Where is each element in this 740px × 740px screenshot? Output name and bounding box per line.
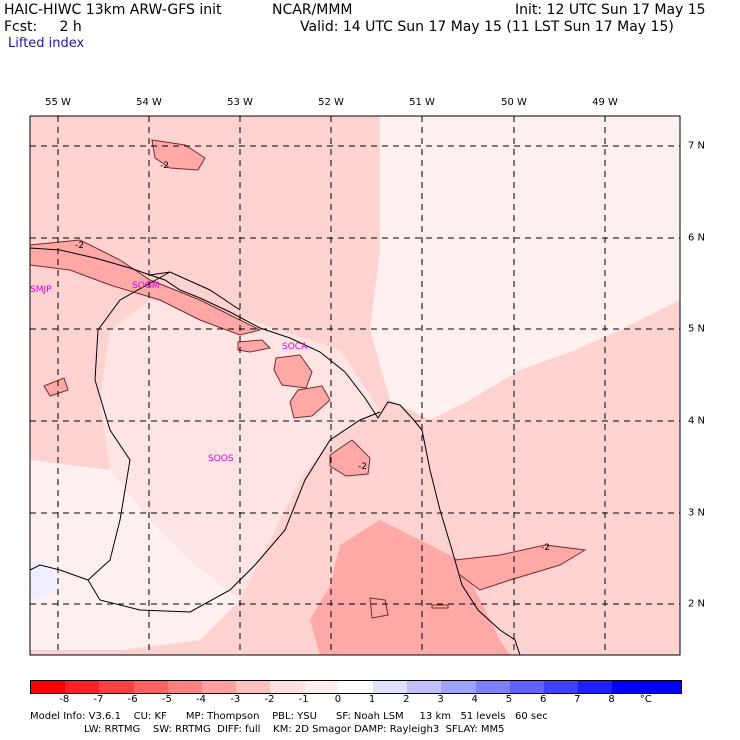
colorbar-swatch xyxy=(270,681,305,693)
colorbar-swatch xyxy=(236,681,271,693)
colorbar-label: 7 xyxy=(574,694,581,705)
lat-label: 3 N xyxy=(688,507,706,519)
colorbar-label: 1 xyxy=(368,694,376,705)
model-title: HAIC-HIWC 13km ARW-GFS init xyxy=(4,2,222,18)
lon-label: 54 W xyxy=(136,97,162,108)
field-pale-southwest xyxy=(30,460,240,650)
colorbar-label: 2 xyxy=(403,694,410,705)
lon-label: 52 W xyxy=(318,97,344,108)
colorbar-swatch xyxy=(544,681,579,693)
colorbar-label: -1 xyxy=(298,694,309,705)
field-pale-east xyxy=(370,116,680,420)
colorbar-label: 6 xyxy=(539,694,547,705)
contour-lines xyxy=(29,139,587,619)
grid-lines xyxy=(30,116,680,655)
lat-label: 2 N xyxy=(688,598,706,610)
colorbar-label: 0 xyxy=(334,694,342,705)
colorbar-label: 8 xyxy=(608,694,615,705)
colorbar-label: -6 xyxy=(127,694,138,705)
colorbar-swatch xyxy=(441,681,476,693)
colorbar-swatch xyxy=(202,681,237,693)
station-label: SOGM xyxy=(132,281,160,291)
colorbar-swatch xyxy=(509,681,545,693)
coastline xyxy=(29,247,521,656)
colorbar-swatch xyxy=(99,681,134,693)
field-positive-patch xyxy=(30,560,60,600)
contour-label: -2 xyxy=(160,161,169,171)
station-label: SMJP xyxy=(30,285,52,295)
contour-label: -2 xyxy=(541,543,550,553)
station-label: SOCA xyxy=(282,342,308,352)
colorbar xyxy=(30,680,682,694)
map-frame xyxy=(29,115,681,656)
colorbar-swatch xyxy=(167,681,203,693)
lon-label: 53 W xyxy=(227,97,253,108)
colorbar-label: -4 xyxy=(196,694,207,705)
colorbar-label: 3 xyxy=(437,694,444,705)
field-minus2-patch xyxy=(330,440,370,476)
lat-label: 7 N xyxy=(688,140,706,152)
lon-label: 55 W xyxy=(45,97,71,108)
colorbar-label: -7 xyxy=(93,694,104,705)
contour-label: -2 xyxy=(358,462,367,472)
model-info-line1: Model Info: V3.6.1 CU: KF MP: Thompson P… xyxy=(30,711,548,722)
lat-label: 6 N xyxy=(688,232,706,244)
init-time: Init: 12 UTC Sun 17 May 15 xyxy=(515,2,706,18)
colorbar-swatch xyxy=(373,681,408,693)
field-name: Lifted index xyxy=(8,36,85,51)
lon-label: 49 W xyxy=(592,97,618,108)
colorbar-swatch xyxy=(646,681,681,693)
colorbar-swatch xyxy=(407,681,442,693)
colorbar-label: °C xyxy=(639,694,652,705)
colorbar-swatch xyxy=(31,681,66,693)
valid-time: Valid: 14 UTC Sun 17 May 15 (11 LST Sun … xyxy=(300,19,674,35)
colorbar-label: -5 xyxy=(161,694,172,705)
colorbar-swatch xyxy=(338,681,374,693)
colorbar-label: 5 xyxy=(505,694,513,705)
colorbar-label: -3 xyxy=(230,694,241,705)
field-minus2-east xyxy=(455,545,585,590)
lon-label: 51 W xyxy=(409,97,435,108)
lon-label: 50 W xyxy=(501,97,527,108)
lat-label: 4 N xyxy=(688,415,706,427)
field-minus2-patch xyxy=(238,340,270,352)
station-label: SOOS xyxy=(208,454,234,464)
lat-label: 5 N xyxy=(688,323,706,335)
field-minus2-patch xyxy=(290,386,330,418)
field-minus2-coast xyxy=(30,240,260,335)
field-minus2-north xyxy=(152,140,205,170)
org-label: NCAR/MMM xyxy=(272,2,353,18)
forecast-hour: Fcst: 2 h xyxy=(4,19,82,35)
colorbar-label: -2 xyxy=(264,694,275,705)
colorbar-swatch xyxy=(578,681,613,693)
colorbar-label: -8 xyxy=(59,694,70,705)
colorbar-swatch xyxy=(304,681,339,693)
colorbar-swatch xyxy=(475,681,510,693)
field-minus2-patch xyxy=(274,355,312,388)
contour-label: -2 xyxy=(75,241,84,251)
colorbar-swatch xyxy=(133,681,168,693)
model-info-line2: LW: RRTMG SW: RRTMG DIFF: full KM: 2D Sm… xyxy=(30,724,505,735)
field-minus2-south xyxy=(310,520,510,655)
colorbar-swatch xyxy=(612,681,647,693)
colorbar-label: 4 xyxy=(471,694,478,705)
colorbar-swatch xyxy=(65,681,100,693)
